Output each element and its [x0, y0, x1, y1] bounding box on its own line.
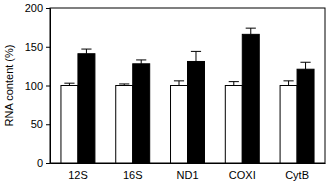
error-stem	[141, 60, 142, 64]
bar	[188, 61, 205, 163]
bar	[171, 86, 188, 164]
x-tick-label: 16S	[123, 169, 143, 181]
error-cap	[136, 59, 146, 60]
error-stem	[179, 81, 180, 86]
y-tick-mark	[46, 163, 50, 164]
series	[78, 28, 314, 163]
error-bar	[136, 60, 146, 64]
x-tick-label: 12S	[68, 169, 88, 181]
error-cap	[246, 28, 256, 29]
y-tick-label: 150	[25, 41, 43, 53]
error-stem	[305, 62, 306, 69]
x-tick-label: COXI	[229, 169, 256, 181]
error-bar	[246, 28, 256, 34]
error-stem	[250, 28, 251, 34]
y-tick-label: 200	[25, 2, 43, 14]
bar	[78, 54, 95, 163]
x-tick: COXI	[229, 163, 256, 181]
plot: 0 50 100 150 200 12S 16S ND1 COXI CytB	[25, 2, 326, 181]
x-tick-label: CytB	[285, 169, 309, 181]
bar	[297, 69, 314, 163]
error-cap	[174, 80, 184, 81]
y-tick: 100	[25, 80, 50, 92]
bar	[133, 64, 150, 163]
bar	[242, 34, 259, 163]
y-tick: 200	[25, 2, 50, 14]
error-bar	[174, 81, 184, 86]
y-tick: 50	[31, 118, 50, 130]
x-tick: CytB	[285, 163, 309, 181]
y-tick-label: 50	[31, 118, 43, 130]
x-tick: 16S	[123, 163, 143, 181]
error-cap	[81, 49, 91, 50]
error-bar	[229, 82, 239, 86]
x-tick: ND1	[176, 163, 198, 181]
chart: 0 50 100 150 200 12S 16S ND1 COXI CytB RNA content…	[0, 0, 331, 190]
error-bar	[191, 51, 201, 61]
error-stem	[288, 81, 289, 86]
y-tick: 150	[25, 41, 50, 53]
error-bar	[300, 62, 310, 69]
error-stem	[195, 51, 196, 61]
y-axis: 0 50 100 150 200	[25, 2, 51, 169]
marks	[61, 28, 314, 163]
y-axis-line	[46, 9, 51, 164]
bar	[61, 86, 78, 164]
error-bar	[283, 81, 293, 86]
y-tick-mark	[46, 47, 50, 48]
x-tick: 12S	[68, 163, 88, 181]
error-bar	[81, 49, 91, 54]
x-tick-label: ND1	[176, 169, 198, 181]
error-cap	[191, 51, 201, 52]
error-stem	[86, 49, 87, 54]
y-tick-label: 0	[37, 157, 43, 169]
x-axis: 12S 16S ND1 COXI CytB	[51, 163, 326, 181]
y-tick-label: 100	[25, 80, 43, 92]
series	[61, 81, 297, 163]
error-cap	[119, 83, 129, 84]
error-bar	[64, 83, 74, 85]
error-cap	[229, 81, 239, 82]
bar	[280, 86, 297, 164]
bar	[225, 86, 242, 164]
y-tick-mark	[46, 8, 50, 9]
y-tick-mark	[46, 124, 50, 125]
x-axis-line	[51, 163, 326, 164]
bar	[116, 86, 133, 164]
plot-frame	[50, 8, 325, 163]
error-cap	[300, 62, 310, 63]
y-tick: 0	[37, 157, 50, 169]
y-axis-title: RNA content (%)	[3, 45, 15, 127]
error-stem	[233, 82, 234, 86]
error-bar	[119, 84, 129, 86]
error-cap	[64, 83, 74, 84]
y-tick-mark	[46, 86, 50, 87]
error-cap	[283, 80, 293, 81]
